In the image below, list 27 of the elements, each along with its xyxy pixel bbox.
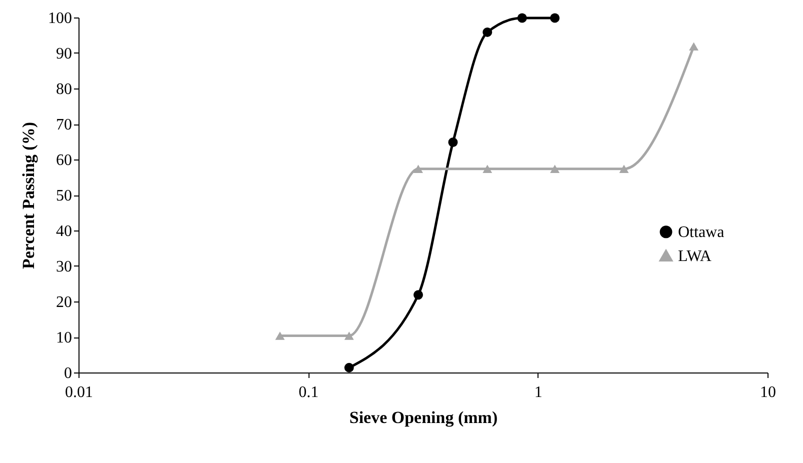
y-tick-label: 80 bbox=[56, 81, 72, 98]
y-tick-label: 60 bbox=[56, 152, 72, 169]
y-axis-title: Percent Passing (%) bbox=[19, 122, 38, 269]
x-tick-label: 0.01 bbox=[65, 384, 93, 401]
point bbox=[482, 164, 492, 173]
point bbox=[275, 332, 285, 340]
x-axis-title: Sieve Opening (mm) bbox=[349, 408, 498, 427]
y-tick-label: 20 bbox=[56, 294, 72, 311]
y-tick-label: 40 bbox=[56, 223, 72, 240]
y-tick-label: 70 bbox=[56, 116, 72, 134]
y-tick-label: 90 bbox=[56, 46, 72, 62]
point bbox=[619, 164, 629, 173]
x-tick-label: 0.1 bbox=[298, 384, 319, 401]
y-tick-label: 100 bbox=[48, 10, 72, 27]
y-tick-label: 50 bbox=[56, 188, 72, 204]
y-tick-label: 0 bbox=[64, 365, 72, 382]
x-tick-label: 1 bbox=[534, 384, 542, 401]
x-tick-label: 10 bbox=[760, 384, 776, 401]
point bbox=[414, 164, 423, 173]
y-tick-label: 30 bbox=[56, 258, 72, 276]
point bbox=[550, 164, 560, 173]
point bbox=[482, 27, 492, 37]
point bbox=[344, 332, 354, 340]
legend-label: LWA bbox=[678, 248, 712, 265]
y-tick-label: 10 bbox=[56, 330, 72, 346]
legend-label: Ottawa bbox=[678, 224, 724, 241]
point bbox=[689, 42, 698, 51]
